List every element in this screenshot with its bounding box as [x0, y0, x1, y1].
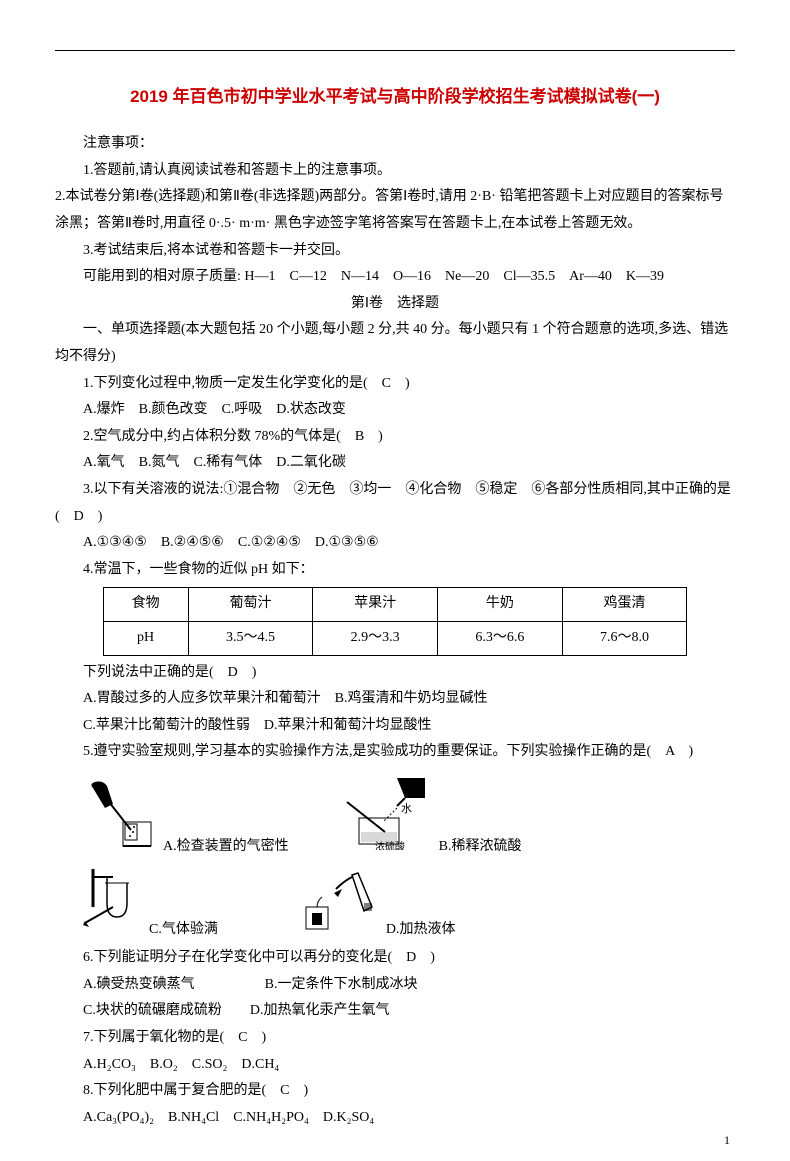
mcq-intro-text: 一、单项选择题(本大题包括 20 个小题,每小题 2 分,共 40 分。每小题只… [55, 322, 728, 364]
q8-opts: A.Ca₃(PO₄)₂ B.NH₄Cl C.NH₄H₂PO₄ D.K₂SO₄ [55, 1105, 735, 1132]
q5-fig-row-2: C.气体验满 D.加热液体 [83, 867, 735, 944]
q6-optsB: C.块状的硫碾磨成硫粉 D.加热氧化汞产生氧气 [55, 998, 735, 1025]
q4-stem: 4.常温下，一些食物的近似 pH 如下： [55, 557, 735, 584]
q5-labD: D.加热液体 [386, 917, 456, 944]
q1-stem: 1.下列变化过程中,物质一定发生化学变化的是( C ) [55, 371, 735, 398]
th-grape: 葡萄汁 [188, 588, 313, 622]
apparatus-d-icon [298, 867, 382, 944]
q6-stem: 6.下列能证明分子在化学变化中可以再分的变化是( D ) [55, 945, 735, 972]
cell: 3.5～4.5 [188, 621, 313, 655]
q5-figblock-c: C.气体验满 [83, 867, 218, 944]
q3-opts: A.①③④⑤ B.②④⑤⑥ C.①②④⑤ D.①③⑤⑥ [55, 530, 735, 557]
th-egg: 鸡蛋清 [562, 588, 687, 622]
apparatus-b-icon: 水 浓硫酸 [339, 772, 435, 861]
ann-water: 水 [401, 802, 412, 815]
q1-opts: A.爆炸 B.颜色改变 C.呼吸 D.状态改变 [55, 397, 735, 424]
q6-optsA: A.碘受热变碘蒸气 B.一定条件下水制成冰块 [55, 972, 735, 999]
q7-stem: 7.下列属于氧化物的是( C ) [55, 1025, 735, 1052]
notice-3: 3.考试结束后,将本试卷和答题卡一并交回。 [55, 238, 735, 265]
q5-figblock-b: 水 浓硫酸 B.稀释浓硫酸 [339, 772, 522, 861]
th-food: 食物 [103, 588, 188, 622]
row-label: pH [103, 621, 188, 655]
q5-stem: 5.遵守实验室规则,学习基本的实验操作方法,是实验成功的重要保证。下列实验操作正… [55, 739, 735, 766]
page-number: 1 [724, 1129, 730, 1152]
q4-after: 下列说法中正确的是( D ) [55, 660, 735, 687]
table-row: 食物 葡萄汁 苹果汁 牛奶 鸡蛋清 [103, 588, 687, 622]
th-apple: 苹果汁 [313, 588, 438, 622]
q8-stem: 8.下列化肥中属于复合肥的是( C ) [55, 1078, 735, 1105]
q4-table: 食物 葡萄汁 苹果汁 牛奶 鸡蛋清 pH 3.5～4.5 2.9～3.3 6.3… [103, 587, 688, 655]
q5-fig-row-1: A.检查装置的气密性 水 浓硫酸 B.稀释浓硫酸 [83, 772, 735, 861]
table-row: pH 3.5～4.5 2.9～3.3 6.3～6.6 7.6～8.0 [103, 621, 687, 655]
cell: 6.3～6.6 [437, 621, 562, 655]
q5-figblock-d: D.加热液体 [298, 867, 456, 944]
apparatus-c-icon [83, 867, 145, 944]
th-milk: 牛奶 [437, 588, 562, 622]
apparatus-a-icon [83, 780, 159, 861]
part1-heading: 第Ⅰ卷 选择题 [55, 291, 735, 318]
q5-figblock-a: A.检查装置的气密性 [83, 780, 289, 861]
q3-stem: 3.以下有关溶液的说法:①混合物 ②无色 ③均一 ④化合物 ⑤稳定 ⑥各部分性质… [55, 477, 735, 530]
q4-optsA: A.胃酸过多的人应多饮苹果汁和葡萄汁 B.鸡蛋清和牛奶均显碱性 [55, 686, 735, 713]
ann-acid: 浓硫酸 [375, 840, 405, 850]
notice-1: 1.答题前,请认真阅读试卷和答题卡上的注意事项。 [55, 158, 735, 185]
q7-opts: A.H₂CO₃ B.O₂ C.SO₂ D.CH₄ [55, 1052, 735, 1079]
q3-stem-text: 3.以下有关溶液的说法:①混合物 ②无色 ③均一 ④化合物 ⑤稳定 ⑥各部分性质… [55, 482, 731, 524]
notice-2: 2.本试卷分第Ⅰ卷(选择题)和第Ⅱ卷(非选择题)两部分。答第Ⅰ卷时,请用 2·B… [55, 184, 735, 237]
q2-stem: 2.空气成分中,约占体积分数 78%的气体是( B ) [55, 424, 735, 451]
q4-optsB: C.苹果汁比葡萄汁的酸性弱 D.苹果汁和葡萄汁均显酸性 [55, 713, 735, 740]
q5-labC: C.气体验满 [149, 917, 218, 944]
notice-heading: 注意事项： [55, 131, 735, 158]
notice-2-text: 2.本试卷分第Ⅰ卷(选择题)和第Ⅱ卷(非选择题)两部分。答第Ⅰ卷时,请用 2·B… [55, 189, 723, 231]
cell: 7.6～8.0 [562, 621, 687, 655]
cell: 2.9～3.3 [313, 621, 438, 655]
q2-opts: A.氧气 B.氮气 C.稀有气体 D.二氧化碳 [55, 450, 735, 477]
top-rule [55, 50, 735, 51]
atomic-masses: 可能用到的相对原子质量: H—1 C—12 N—14 O—16 Ne—20 Cl… [55, 264, 735, 291]
q5-labA: A.检查装置的气密性 [163, 834, 289, 861]
exam-title: 2019 年百色市初中学业水平考试与高中阶段学校招生考试模拟试卷(一) [55, 81, 735, 113]
q5-labB: B.稀释浓硫酸 [439, 834, 522, 861]
mcq-intro: 一、单项选择题(本大题包括 20 个小题,每小题 2 分,共 40 分。每小题只… [55, 317, 735, 370]
